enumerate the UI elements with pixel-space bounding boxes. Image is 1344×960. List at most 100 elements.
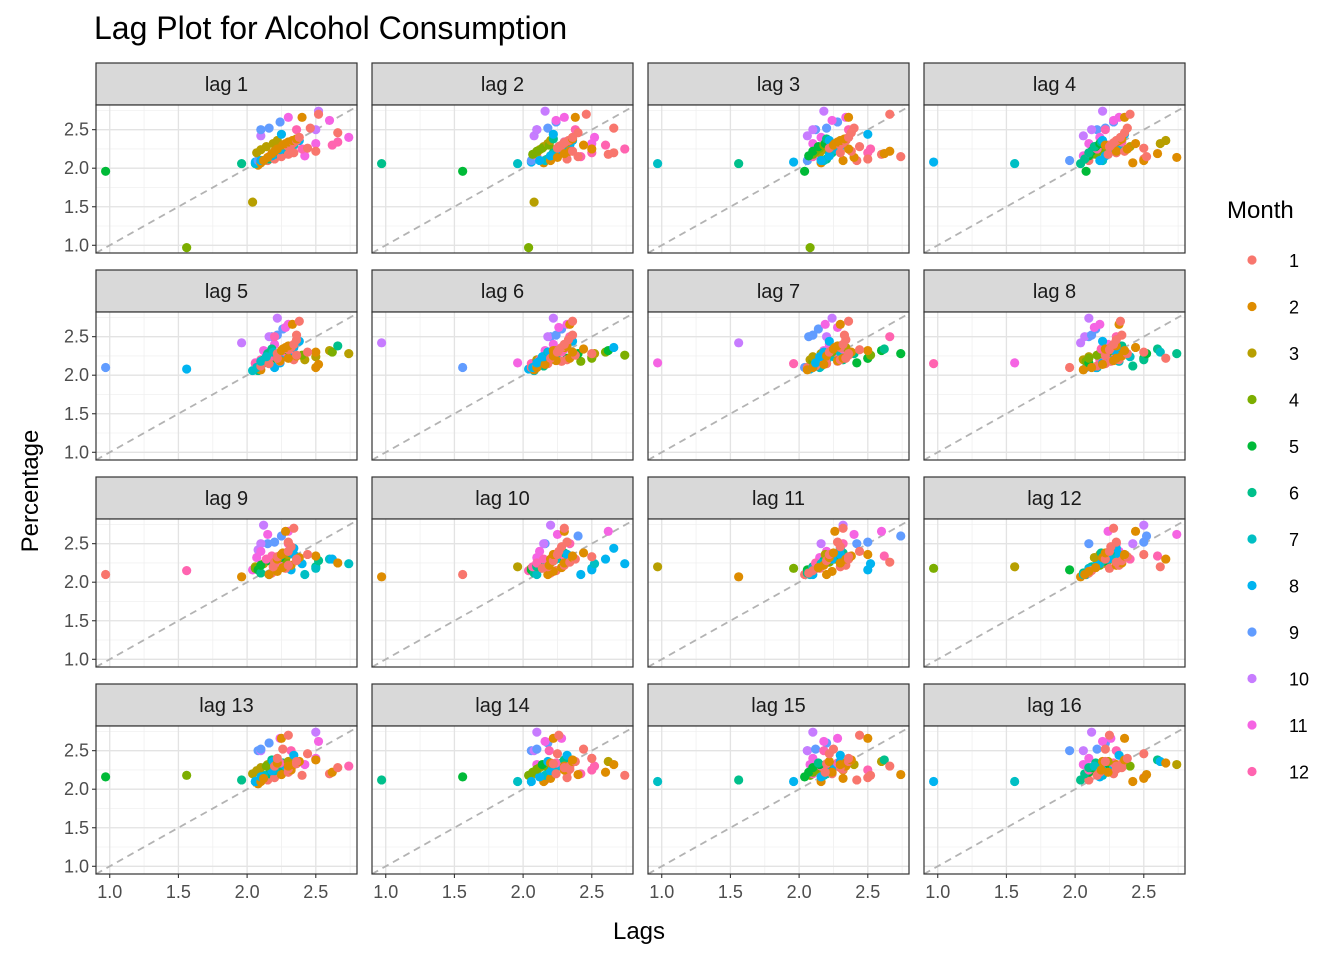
data-point bbox=[256, 539, 266, 549]
data-point bbox=[589, 559, 600, 569]
data-point bbox=[458, 166, 468, 176]
data-point bbox=[269, 332, 280, 342]
data-point bbox=[543, 332, 553, 342]
data-point bbox=[854, 730, 865, 740]
data-point bbox=[1128, 361, 1138, 371]
facet-strip-label: lag 3 bbox=[757, 74, 800, 96]
data-point bbox=[272, 313, 282, 323]
data-point bbox=[1080, 332, 1090, 342]
panel-border bbox=[95, 518, 358, 668]
data-point bbox=[843, 112, 854, 122]
data-point bbox=[843, 144, 854, 154]
legend-key bbox=[1247, 720, 1257, 730]
reference-line bbox=[372, 519, 633, 667]
facet-strip-label: lag 9 bbox=[205, 488, 248, 510]
data-point bbox=[552, 152, 563, 163]
data-point bbox=[261, 142, 271, 152]
data-point bbox=[333, 137, 343, 147]
data-point bbox=[513, 562, 523, 572]
data-point bbox=[852, 358, 862, 368]
data-point bbox=[854, 546, 865, 556]
data-point bbox=[311, 146, 321, 156]
facet-strip bbox=[923, 476, 1186, 520]
data-point bbox=[1130, 342, 1141, 353]
data-point bbox=[548, 313, 558, 323]
data-point bbox=[545, 520, 556, 530]
data-point bbox=[269, 773, 280, 783]
data-point bbox=[291, 125, 302, 135]
legend-key bbox=[1247, 673, 1257, 684]
facet-strip-label: lag 16 bbox=[1027, 695, 1082, 717]
panel-border bbox=[647, 104, 910, 254]
data-point bbox=[532, 358, 542, 368]
data-point bbox=[1100, 756, 1110, 767]
data-point bbox=[534, 772, 545, 782]
data-point bbox=[311, 727, 321, 737]
facet-strip-label: lag 5 bbox=[205, 281, 248, 303]
data-point bbox=[278, 744, 288, 754]
data-point bbox=[552, 749, 563, 759]
data-point bbox=[554, 730, 564, 740]
data-point bbox=[863, 733, 873, 743]
data-point bbox=[545, 151, 556, 161]
panel-border bbox=[95, 725, 358, 875]
data-point bbox=[820, 767, 830, 777]
y-tick-label: 2.0 bbox=[64, 365, 89, 385]
data-point bbox=[182, 770, 192, 780]
reference-line bbox=[924, 519, 1185, 667]
data-point bbox=[573, 769, 583, 780]
data-point bbox=[600, 554, 611, 564]
data-point bbox=[1091, 562, 1101, 573]
data-point bbox=[1141, 152, 1152, 162]
data-point bbox=[1078, 365, 1088, 375]
reference-line bbox=[648, 312, 909, 460]
y-tick-label: 1.5 bbox=[64, 197, 89, 217]
data-point bbox=[578, 140, 589, 150]
data-point bbox=[609, 759, 619, 770]
x-tick-label: 1.5 bbox=[442, 882, 467, 902]
data-point bbox=[261, 761, 271, 771]
reference-line bbox=[96, 312, 357, 460]
y-tick-label: 1.0 bbox=[64, 235, 89, 255]
data-point bbox=[1161, 353, 1171, 363]
legend-key bbox=[1247, 534, 1257, 544]
data-point bbox=[182, 566, 192, 576]
panel-border bbox=[923, 725, 1186, 875]
facet-strip-label: lag 4 bbox=[1033, 74, 1076, 96]
legend-entry-month-6: 6 bbox=[1247, 484, 1299, 504]
data-point bbox=[258, 520, 269, 530]
y-tick-label: 2.5 bbox=[64, 327, 89, 347]
data-point bbox=[1097, 736, 1108, 747]
data-point bbox=[620, 770, 630, 780]
legend-label: 5 bbox=[1289, 437, 1299, 457]
data-point bbox=[1084, 353, 1094, 363]
data-point bbox=[827, 115, 837, 126]
data-point bbox=[377, 158, 387, 169]
data-point bbox=[827, 313, 837, 323]
data-point bbox=[578, 744, 589, 754]
data-point bbox=[1086, 727, 1097, 737]
data-point bbox=[587, 144, 597, 154]
x-tick-label: 1.5 bbox=[718, 882, 743, 902]
data-point bbox=[852, 775, 862, 785]
reference-line bbox=[372, 726, 633, 874]
data-point bbox=[1125, 761, 1135, 771]
data-point bbox=[865, 144, 876, 154]
data-point bbox=[620, 559, 630, 569]
data-point bbox=[513, 358, 523, 368]
data-point bbox=[821, 123, 832, 133]
data-point bbox=[808, 727, 818, 737]
facet-strip-label: lag 1 bbox=[205, 74, 248, 96]
data-point bbox=[458, 569, 468, 580]
data-point bbox=[237, 158, 247, 169]
data-point bbox=[810, 744, 821, 754]
facet-lag-10: lag 10 bbox=[371, 476, 634, 668]
facet-lag-11: lag 11 bbox=[647, 476, 910, 668]
reference-line bbox=[96, 105, 357, 253]
data-point bbox=[863, 549, 873, 560]
legend-key bbox=[1247, 301, 1257, 312]
data-point bbox=[333, 128, 343, 138]
data-point bbox=[1065, 362, 1075, 373]
reference-line bbox=[924, 312, 1185, 460]
